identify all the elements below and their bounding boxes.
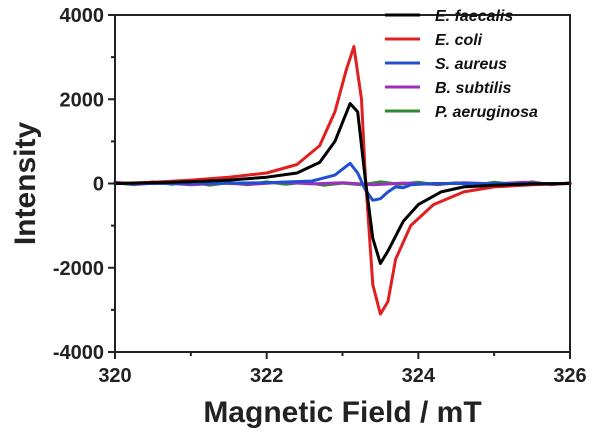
y-tick-label: 0: [93, 174, 104, 196]
y-tick-label: -2000: [53, 258, 104, 280]
series-line-s-aureus: [113, 161, 572, 202]
series-line-e-faecalis: [113, 102, 572, 265]
legend-label-b-subtilis: B. subtilis: [435, 80, 512, 97]
series-lines: [113, 45, 572, 316]
x-tick-label: 320: [98, 365, 131, 387]
y-tick-label: -4000: [53, 342, 104, 364]
plot-area-frame: [114, 14, 571, 353]
x-tick-label: 324: [402, 365, 436, 387]
y-axis-title: Intensity: [9, 122, 42, 246]
legend-label-p-aeruginosa: P. aeruginosa: [435, 104, 538, 121]
x-axis-ticks: 320 322 324 326: [98, 352, 587, 387]
y-tick-label: 4000: [60, 5, 105, 27]
legend-label-e-coli: E. coli: [435, 32, 483, 49]
legend-label-e-faecalis: E. faecalis: [435, 8, 513, 25]
x-tick-label: 326: [553, 365, 586, 387]
x-axis-title: Magnetic Field / mT: [203, 396, 481, 429]
legend-label-s-aureus: S. aureus: [435, 56, 507, 73]
series-line-e-coli: [113, 45, 572, 316]
y-tick-label: 2000: [60, 89, 105, 111]
y-axis-ticks: 4000 2000 0 -2000 -4000: [53, 5, 115, 364]
x-tick-label: 322: [250, 365, 283, 387]
legend: E. faecalis E. coli S. aureus B. subtilis P.…: [385, 8, 538, 121]
